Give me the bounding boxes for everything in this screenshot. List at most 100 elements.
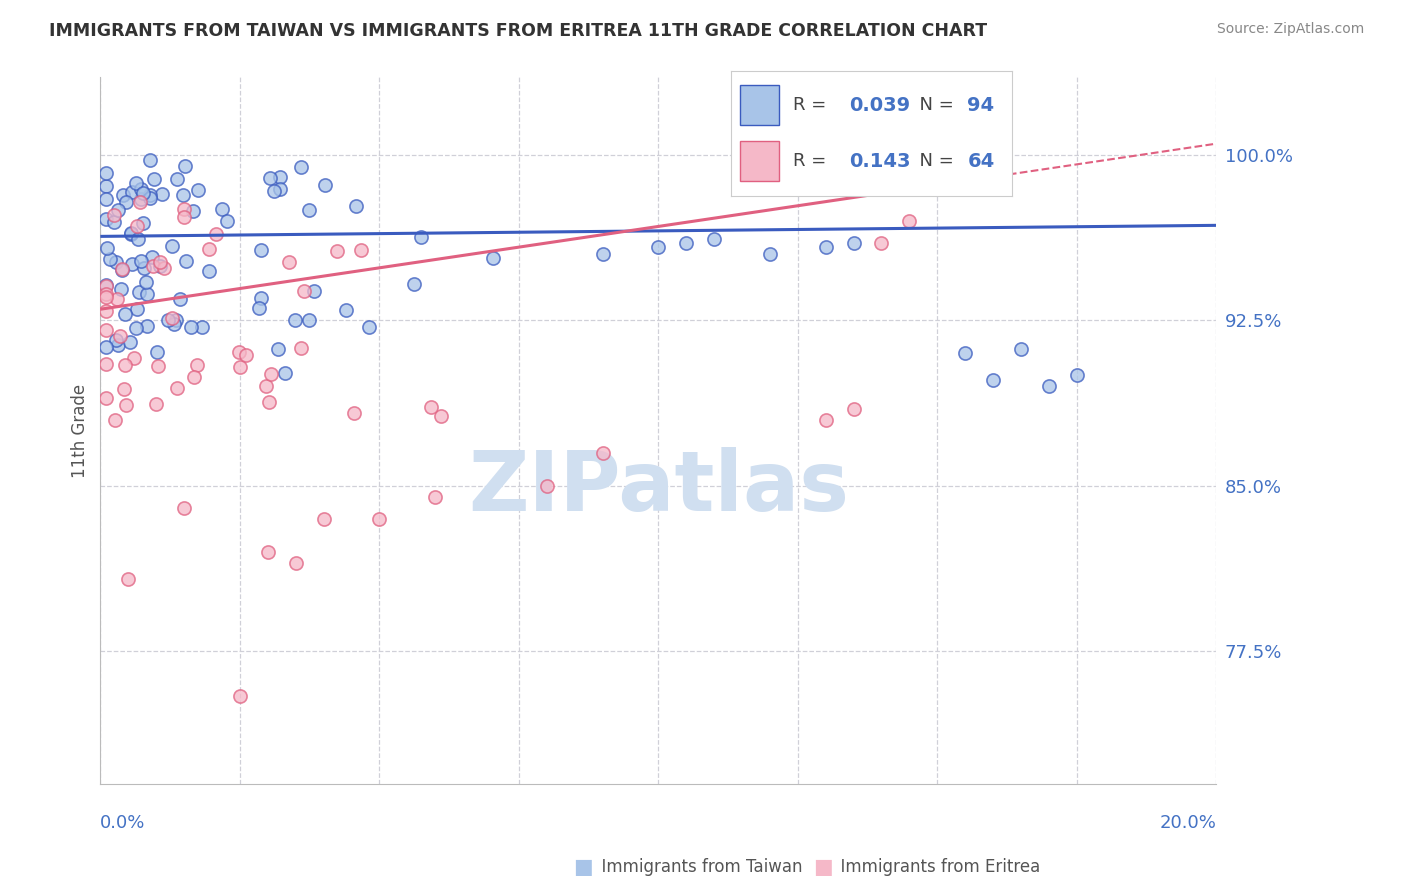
Point xyxy=(169,292,191,306)
Point xyxy=(160,239,183,253)
Y-axis label: 11th Grade: 11th Grade xyxy=(72,384,89,478)
Point xyxy=(160,311,183,326)
Point xyxy=(108,329,131,343)
Text: N =: N = xyxy=(908,153,960,170)
Point xyxy=(302,284,325,298)
Point xyxy=(135,286,157,301)
Text: R =: R = xyxy=(793,96,832,114)
Text: 0.143: 0.143 xyxy=(849,152,911,170)
Point xyxy=(228,344,250,359)
Point xyxy=(314,178,336,193)
Point xyxy=(423,490,446,504)
Point xyxy=(259,171,281,186)
Point xyxy=(129,192,152,206)
Point xyxy=(94,166,117,180)
Point xyxy=(357,320,380,334)
Point xyxy=(842,401,865,416)
Point xyxy=(118,335,141,350)
Point xyxy=(814,412,837,426)
Text: Source: ZipAtlas.com: Source: ZipAtlas.com xyxy=(1216,22,1364,37)
Point xyxy=(1010,342,1032,356)
Point xyxy=(312,512,335,526)
Text: ZIPatlas: ZIPatlas xyxy=(468,447,849,528)
Point xyxy=(117,572,139,586)
Point xyxy=(120,226,142,240)
Point xyxy=(114,195,136,210)
Point xyxy=(269,181,291,195)
Point xyxy=(250,292,273,306)
Point xyxy=(263,185,285,199)
Point xyxy=(174,159,197,173)
Point xyxy=(290,160,312,174)
Point xyxy=(166,313,188,327)
Point xyxy=(198,264,221,278)
Point xyxy=(235,348,257,362)
Point xyxy=(115,398,138,412)
Point xyxy=(257,394,280,409)
Point xyxy=(139,153,162,167)
Point xyxy=(112,382,135,396)
Point xyxy=(110,282,132,296)
Point xyxy=(94,179,117,194)
Point xyxy=(409,230,432,244)
Point xyxy=(94,287,117,301)
Point xyxy=(211,202,233,216)
Point xyxy=(198,242,221,256)
Point xyxy=(647,240,669,254)
Point xyxy=(269,170,291,185)
Point xyxy=(132,186,155,200)
Point xyxy=(146,345,169,359)
Point xyxy=(122,351,145,366)
Point xyxy=(121,257,143,271)
Text: Immigrants from Eritrea: Immigrants from Eritrea xyxy=(830,858,1040,876)
Point xyxy=(125,321,148,335)
Point xyxy=(94,304,117,318)
Point xyxy=(129,254,152,268)
Point xyxy=(675,235,697,250)
Point xyxy=(229,360,252,375)
Point xyxy=(105,255,128,269)
Point xyxy=(166,381,188,395)
Text: 94: 94 xyxy=(967,95,994,114)
Point xyxy=(94,391,117,405)
Point xyxy=(172,188,194,202)
Point xyxy=(350,243,373,257)
Point xyxy=(129,195,152,210)
Point xyxy=(183,370,205,384)
Point xyxy=(870,235,893,250)
Point xyxy=(149,259,172,273)
Point xyxy=(103,215,125,229)
Point xyxy=(94,279,117,293)
Point xyxy=(173,202,195,216)
Point xyxy=(114,359,136,373)
Point xyxy=(94,193,117,207)
Text: Immigrants from Taiwan: Immigrants from Taiwan xyxy=(591,858,801,876)
Point xyxy=(298,313,321,327)
Point xyxy=(94,290,117,304)
Point xyxy=(1038,379,1060,393)
Point xyxy=(103,208,125,222)
Point xyxy=(135,276,157,290)
Point xyxy=(96,241,118,255)
Point xyxy=(215,214,238,228)
Point xyxy=(139,191,162,205)
Point xyxy=(107,203,129,218)
Point xyxy=(814,240,837,254)
Point xyxy=(256,545,278,559)
Text: R =: R = xyxy=(793,153,832,170)
Point xyxy=(104,412,127,426)
Point xyxy=(125,176,148,190)
Point xyxy=(145,396,167,410)
Point xyxy=(166,172,188,186)
Point xyxy=(703,231,725,245)
Point xyxy=(981,373,1004,387)
Point xyxy=(326,244,349,259)
Point xyxy=(131,215,153,229)
Point xyxy=(536,479,558,493)
Point xyxy=(229,689,252,703)
Point xyxy=(266,342,288,356)
Point xyxy=(186,358,208,372)
Point xyxy=(135,319,157,334)
Text: IMMIGRANTS FROM TAIWAN VS IMMIGRANTS FROM ERITREA 11TH GRADE CORRELATION CHART: IMMIGRANTS FROM TAIWAN VS IMMIGRANTS FRO… xyxy=(49,22,987,40)
Point xyxy=(127,301,149,316)
